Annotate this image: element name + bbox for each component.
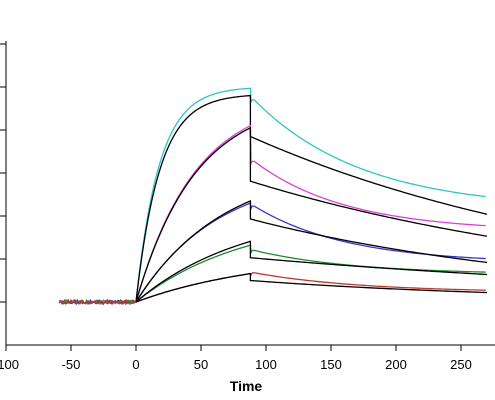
x-tick-label-4: 100	[255, 357, 277, 372]
series-magenta-fit	[135, 126, 488, 303]
axes	[5, 41, 495, 346]
series-cyan-fit	[135, 94, 488, 303]
x-tick-label-1: -50	[62, 357, 81, 372]
x-tick-label-3: 50	[194, 357, 208, 372]
x-tick-label-0: -100	[0, 357, 19, 372]
x-tick-label-7: 250	[450, 357, 472, 372]
series-red-fit	[135, 272, 488, 303]
series-red-observed	[58, 272, 486, 306]
series-magenta-observed	[58, 124, 486, 306]
x-axis-title: Time	[230, 378, 263, 394]
sensorgram-curves	[58, 87, 488, 306]
series-blue-fit	[135, 199, 488, 303]
x-tick-label-5: 150	[320, 357, 342, 372]
series-green-fit	[135, 240, 488, 303]
x-tick-label-2: 0	[132, 357, 139, 372]
y-ticks	[0, 43, 6, 303]
series-cyan-observed	[59, 87, 486, 306]
x-ticks: -100 -50 0 50 100 150 200 250	[0, 345, 472, 372]
x-tick-label-6: 200	[385, 357, 407, 372]
